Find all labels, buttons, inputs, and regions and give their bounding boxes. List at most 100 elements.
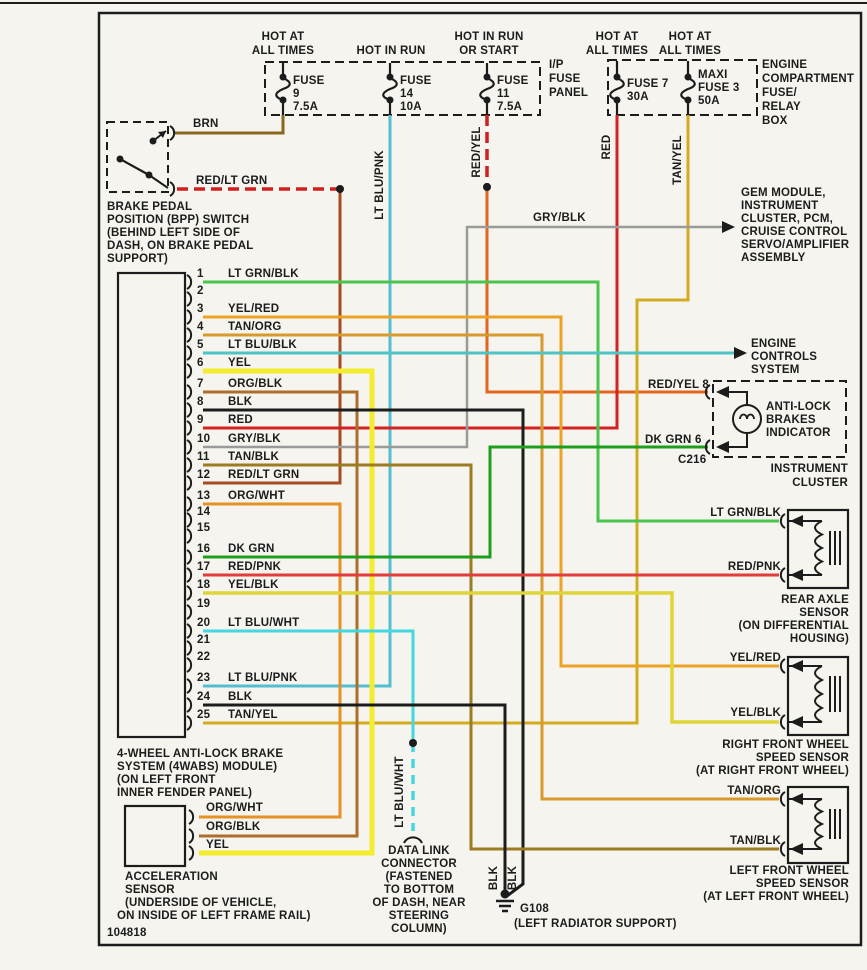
module-pin-arc: [186, 640, 193, 656]
label-speed-sensor: SPEED SENSOR: [756, 878, 850, 890]
module-pin-label: TAN/BLK: [228, 451, 280, 463]
label-of-dash-near: OF DASH, NEAR: [372, 897, 466, 909]
label-on-differential: (ON DIFFERENTIAL: [738, 620, 849, 632]
brake-pedal-position-switch-blade: [119, 158, 150, 176]
module-pin-arc: [186, 623, 193, 639]
module-pin-number: 20: [197, 617, 210, 629]
label-instrument: INSTRUMENT: [771, 463, 848, 475]
label-acceleration: ACCELERATION: [125, 871, 218, 883]
label-blk: BLK: [507, 865, 519, 890]
label-maxi: MAXI: [698, 69, 728, 81]
wire-yel: [199, 368, 375, 856]
module-pin-arc: [186, 363, 193, 379]
wire-red-lt-grn: [203, 189, 342, 485]
wire-red: [203, 115, 619, 430]
label-gem-module: GEM MODULE,: [741, 187, 826, 199]
module-pin-arc: [186, 528, 193, 544]
label-tan-blk: TAN/BLK: [730, 835, 782, 847]
label-anti-lock: ANTI-LOCK: [766, 401, 832, 413]
module-pin-number: 13: [197, 490, 210, 502]
right-front-wheel-speed-sensor-pin-arc: [779, 714, 786, 730]
module-pin-label: BLK: [228, 396, 253, 408]
label-system: SYSTEM: [751, 364, 800, 376]
label-housing: HOUSING): [790, 633, 849, 645]
engine-compartment-fuse-box: [607, 59, 758, 116]
label-50a: 50A: [698, 95, 720, 107]
wire-blk-pin24: [203, 703, 507, 891]
label-fuse-7: FUSE 7: [627, 78, 668, 90]
data-link-connector-arc: [403, 836, 423, 844]
label-cruise-control: CRUISE CONTROL: [741, 226, 847, 238]
anti-lock-brakes-indicator-pin-arrow-icon: [716, 441, 729, 453]
module-pin-number: 3: [197, 303, 204, 315]
label-tan-yel: TAN/YEL: [672, 135, 684, 185]
module-pin-label: RED/LT GRN: [228, 469, 299, 481]
label-blk: BLK: [488, 865, 500, 890]
junction-dot: [409, 739, 417, 747]
module-pin-arc: [186, 567, 193, 583]
label-red-yel-8: RED/YEL 8: [648, 379, 709, 391]
label-fuse-3: FUSE 3: [698, 82, 739, 94]
label-sensor: SENSOR: [799, 607, 849, 619]
label-10a: 10A: [400, 101, 422, 113]
module-pin-arc: [186, 475, 193, 491]
label-inner-fender-panel: INNER FENDER PANEL): [117, 787, 252, 799]
module-pin-number: 17: [197, 561, 210, 573]
label-controls: CONTROLS: [751, 351, 817, 363]
wire-yel-blk: [203, 591, 779, 724]
module-pin-arc: [186, 291, 193, 307]
module-pin-number: 8: [197, 396, 204, 408]
module-pin-label: YEL/BLK: [228, 579, 279, 591]
acceleration-sensor-pin-arc: [188, 828, 195, 844]
module-pin-label: YEL/RED: [228, 303, 279, 315]
label-system-4wabs-module: SYSTEM (4WABS) MODULE): [117, 761, 277, 773]
module-pin-label: BLK: [228, 691, 253, 703]
module-pin-number: 1: [197, 268, 204, 280]
brake-pedal-position-switch-box: [106, 121, 169, 193]
wire-org-wht: [199, 502, 342, 819]
module-pin-arc: [186, 439, 193, 455]
right-front-wheel-speed-sensor-coil-icon: [814, 665, 825, 723]
label-on-inside-of-left-frame-rail: ON INSIDE OF LEFT FRAME RAIL): [117, 910, 311, 922]
module-pin-number: 19: [197, 598, 210, 610]
label-gry-blk: GRY/BLK: [533, 212, 586, 224]
module-pin-label: ORG/BLK: [228, 378, 283, 390]
maxi-fuse-3-element: [680, 76, 696, 102]
wire-gry-blk: [203, 225, 722, 449]
module-pin-number: 18: [197, 579, 211, 591]
label-box: BOX: [762, 115, 788, 127]
module-pin-arc: [186, 420, 193, 436]
label-left-radiator-support: (LEFT RADIATOR SUPPORT): [514, 918, 677, 930]
label-lt-grn-blk: LT GRN/BLK: [710, 507, 781, 519]
wire-lt-grn-blk: [203, 280, 779, 523]
module-pin-number: 4: [197, 321, 204, 333]
label-speed-sensor: SPEED SENSOR: [756, 752, 850, 764]
label-fuse: FUSE: [497, 75, 529, 87]
label-all-times: ALL TIMES: [252, 45, 314, 57]
rear-axle-sensor-pin-arc: [779, 567, 786, 583]
diagram-border: [97, 11, 863, 947]
brake-pedal-position-switch-arrow-icon: [158, 131, 166, 138]
label-position-bpp-switch: POSITION (BPP) SWITCH: [107, 214, 249, 226]
module-pin-arc: [186, 512, 193, 528]
fuse-9-element: [275, 76, 291, 102]
label-hot-at: HOT AT: [669, 31, 712, 43]
module-pin-label: LT GRN/BLK: [228, 268, 299, 280]
module-pin-arc: [186, 402, 193, 418]
label-at-left-front-wheel: (AT LEFT FRONT WHEEL): [703, 891, 849, 903]
label-9: 9: [293, 88, 300, 100]
junction-dot: [483, 183, 491, 191]
module-pin-number: 7: [197, 378, 204, 390]
label-hot-in-run: HOT IN RUN: [454, 31, 523, 43]
label-dk-grn-6: DK GRN 6: [645, 434, 702, 446]
anti-lock-brakes-indicator-pin-arrow-icon: [716, 386, 729, 398]
label-cluster-pcm: CLUSTER, PCM,: [741, 213, 833, 225]
wire-brn: [174, 115, 285, 135]
label-on-left-front: (ON LEFT FRONT: [117, 774, 216, 786]
module-pin-number: 16: [197, 543, 210, 555]
left-front-wheel-speed-sensor-pin-arc: [779, 841, 786, 857]
label-left-front-wheel: LEFT FRONT WHEEL: [730, 865, 849, 877]
module-pin-number: 2: [197, 285, 204, 297]
